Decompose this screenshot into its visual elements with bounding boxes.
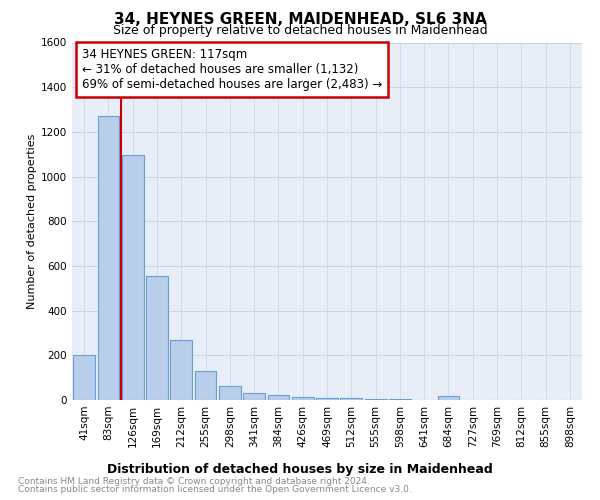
Bar — [243, 393, 265, 400]
Bar — [365, 399, 386, 400]
Bar — [97, 116, 119, 400]
Bar — [194, 371, 217, 400]
Bar — [340, 398, 362, 400]
Text: Contains public sector information licensed under the Open Government Licence v3: Contains public sector information licen… — [18, 485, 412, 494]
Bar — [389, 399, 411, 400]
Bar — [170, 340, 192, 400]
Text: 34 HEYNES GREEN: 117sqm
← 31% of detached houses are smaller (1,132)
69% of semi: 34 HEYNES GREEN: 117sqm ← 31% of detache… — [82, 48, 382, 91]
Bar — [437, 396, 460, 400]
Text: Size of property relative to detached houses in Maidenhead: Size of property relative to detached ho… — [113, 24, 487, 37]
Y-axis label: Number of detached properties: Number of detached properties — [27, 134, 37, 309]
Text: Distribution of detached houses by size in Maidenhead: Distribution of detached houses by size … — [107, 462, 493, 475]
Bar — [146, 276, 168, 400]
Bar — [122, 156, 143, 400]
Bar — [316, 398, 338, 400]
Bar — [268, 395, 289, 400]
Bar — [219, 386, 241, 400]
Text: 34, HEYNES GREEN, MAIDENHEAD, SL6 3NA: 34, HEYNES GREEN, MAIDENHEAD, SL6 3NA — [113, 12, 487, 28]
Text: Contains HM Land Registry data © Crown copyright and database right 2024.: Contains HM Land Registry data © Crown c… — [18, 477, 370, 486]
Bar — [292, 397, 314, 400]
Bar — [73, 356, 95, 400]
